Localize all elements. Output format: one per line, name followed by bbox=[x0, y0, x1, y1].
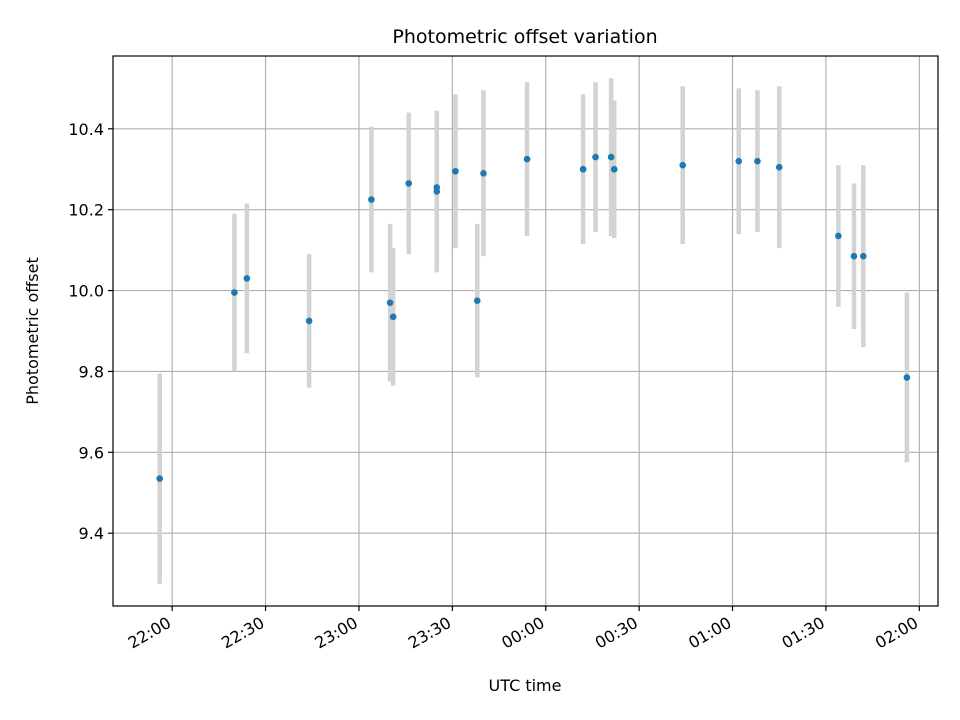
data-point bbox=[754, 157, 761, 165]
data-point bbox=[523, 155, 531, 163]
data-point bbox=[859, 252, 867, 260]
data-point bbox=[579, 165, 587, 173]
data-point bbox=[305, 317, 313, 325]
data-point bbox=[452, 167, 459, 175]
data-point bbox=[592, 153, 599, 161]
data-point bbox=[679, 161, 687, 169]
data-point bbox=[156, 475, 163, 482]
data-points bbox=[156, 153, 911, 482]
data-point bbox=[231, 289, 238, 296]
y-tick-label: 10.0 bbox=[68, 282, 104, 301]
y-tick-label: 9.8 bbox=[79, 362, 104, 381]
y-tick-label: 9.4 bbox=[79, 524, 104, 543]
data-point bbox=[775, 163, 783, 171]
data-point bbox=[480, 169, 487, 177]
y-tick-label: 9.6 bbox=[79, 443, 104, 462]
data-point bbox=[386, 299, 394, 306]
chart-title: Photometric offset variation bbox=[392, 26, 657, 48]
data-point bbox=[433, 188, 441, 195]
data-point bbox=[610, 165, 618, 173]
y-axis-label: Photometric offset bbox=[23, 257, 42, 405]
data-point bbox=[405, 180, 413, 187]
y-axis-ticks: 9.4 9.6 9.8 10.0 10.2 10.4 bbox=[68, 120, 113, 543]
data-point bbox=[473, 297, 481, 304]
data-point bbox=[243, 275, 251, 282]
data-point bbox=[850, 252, 858, 260]
y-tick-label: 10.2 bbox=[68, 201, 104, 220]
data-point bbox=[368, 196, 375, 203]
y-tick-label: 10.4 bbox=[68, 120, 104, 139]
data-point bbox=[607, 153, 615, 161]
x-axis-label: UTC time bbox=[489, 676, 562, 695]
data-point bbox=[735, 157, 743, 165]
data-point bbox=[389, 313, 397, 321]
plot-frame bbox=[112, 55, 939, 607]
data-point bbox=[903, 374, 911, 381]
data-point bbox=[835, 232, 842, 240]
